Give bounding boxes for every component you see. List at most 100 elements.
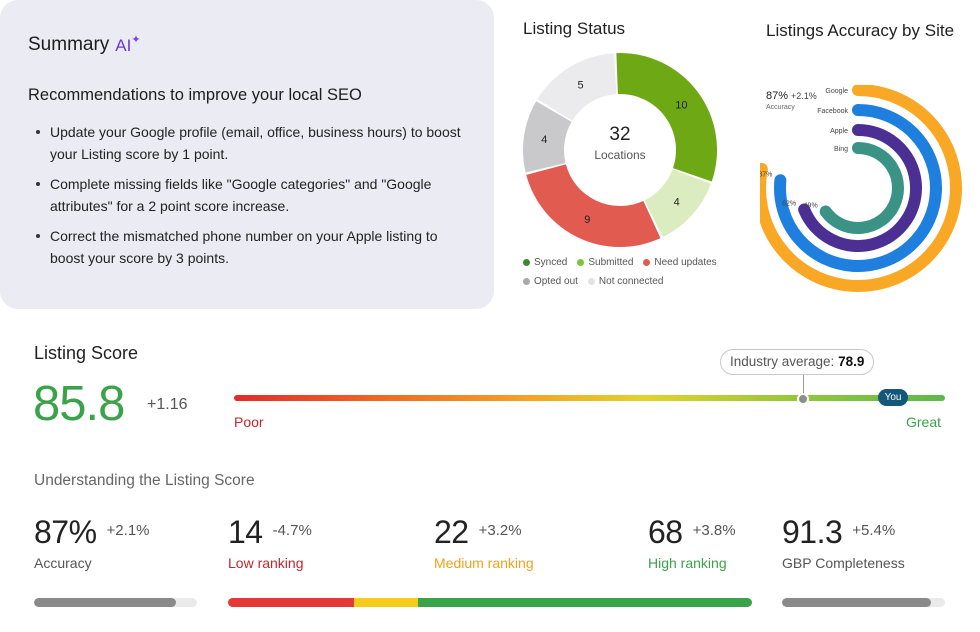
donut-segment-opted-out[interactable] [523, 101, 572, 173]
metric-delta: +5.4% [852, 522, 896, 539]
accuracy-site-label: Bing [834, 146, 848, 153]
metric-label: Medium ranking [434, 555, 534, 571]
accuracy-site-value: 62% [782, 201, 796, 208]
metric-high-ranking: 68 +3.8% High ranking [648, 514, 736, 571]
industry-average-label: Industry average: [730, 354, 835, 369]
metric-delta: +3.2% [478, 522, 522, 539]
donut-center-value: 32 [609, 124, 631, 145]
accuracy-arc-facebook[interactable] [774, 104, 942, 272]
accuracy-by-site-title: Listings Accuracy by Site [766, 21, 955, 40]
accuracy-arc-bing[interactable] [819, 142, 904, 234]
metric-gbp-completeness: 91.3 +5.4% GBP Completeness [782, 514, 905, 571]
legend-dot [577, 259, 585, 266]
accuracy-kpi: 87% +2.1% [766, 90, 817, 102]
ranking-distribution-bar [228, 598, 752, 607]
listing-score-value: 85.8 [33, 377, 125, 431]
metric-accuracy: 87% +2.1% Accuracy [34, 514, 150, 571]
you-marker[interactable]: You [878, 389, 908, 406]
legend-dot [643, 259, 651, 266]
legend-label: Need updates [654, 257, 717, 268]
metric-value: 68 [648, 514, 683, 550]
metric-delta: +3.8% [692, 522, 736, 539]
accuracy-kpi-label: Accuracy [766, 104, 795, 111]
gbp-progress-bar [782, 598, 945, 607]
industry-marker-stem [803, 375, 804, 399]
ai-label: AI [115, 36, 132, 55]
legend-label: Submitted [588, 257, 634, 268]
legend-item-synced: Synced [523, 257, 567, 268]
ranking-segment [417, 598, 752, 607]
metric-label: Low ranking [228, 555, 304, 571]
accuracy-site-value: 87% [760, 171, 772, 178]
ranking-segment [228, 598, 355, 607]
metric-value: 14 [228, 514, 263, 550]
metric-medium-ranking: 22 +3.2% Medium ranking [434, 514, 534, 571]
donut-center-label: Locations [594, 148, 646, 162]
ai-badge: AI✦ [115, 34, 141, 56]
accuracy-site-label: Facebook [817, 108, 848, 115]
summary-card: Summary AI✦ Recommendations to improve y… [0, 0, 494, 309]
metric-label: High ranking [648, 555, 727, 571]
industry-marker [797, 393, 809, 405]
donut-segment-value: 5 [578, 79, 584, 91]
metric-low-ranking: 14 -4.7% Low ranking [228, 514, 312, 571]
accuracy-kpi-delta: +2.1% [791, 91, 817, 101]
legend-item-need-updates: Need updates [643, 257, 717, 268]
accuracy-site-label: Apple [830, 128, 848, 135]
metric-label: Accuracy [34, 555, 92, 571]
legend-item-not-connected: Not connected [587, 276, 664, 287]
donut-segment-value: 9 [584, 214, 590, 226]
metric-label: GBP Completeness [782, 555, 905, 571]
donut-chart: 10 4 9 4 5 [523, 53, 717, 247]
legend-label: Opted out [534, 276, 578, 287]
listing-status-donut: 10 4 9 4 5 32 Locations [520, 50, 720, 250]
industry-average-value: 78.9 [838, 354, 865, 369]
donut-segment-need-updates[interactable] [526, 164, 661, 247]
accuracy-arc-apple[interactable] [798, 124, 922, 252]
accuracy-progress-fill [34, 598, 176, 607]
donut-segment-value: 4 [541, 134, 547, 146]
recommendations-list: Update your Google profile (email, offic… [28, 121, 468, 269]
listing-status-legend: Synced Submitted Need updates Opted out … [523, 257, 733, 287]
donut-segment-value: 10 [675, 99, 687, 111]
industry-average-pill[interactable]: Industry average: 78.9 [720, 349, 875, 375]
metric-delta: -4.7% [272, 522, 312, 539]
legend-dot [587, 278, 595, 285]
recommendations-title: Recommendations to improve your local SE… [28, 86, 362, 104]
legend-item-submitted: Submitted [577, 257, 633, 268]
legend-dot [523, 278, 530, 285]
metric-value: 87% [34, 514, 97, 550]
listing-status-title: Listing Status [523, 19, 626, 38]
recommendation-item: Correct the mismatched phone number on y… [28, 225, 468, 269]
donut-segment-not-connected[interactable] [537, 53, 617, 121]
legend-dot [523, 259, 530, 266]
accuracy-arc-google[interactable] [754, 84, 962, 292]
legend-label: Not connected [598, 276, 664, 287]
accuracy-kpi-value: 87% [766, 90, 789, 102]
legend-item-opted-out: Opted out [523, 276, 578, 287]
poor-label: Poor [234, 414, 264, 430]
accuracy-site-value: 49% [804, 203, 818, 210]
metric-delta: +2.1% [106, 522, 150, 539]
ranking-segment [354, 598, 418, 607]
listing-score-bar [234, 395, 945, 401]
listing-score-title: Listing Score [34, 343, 139, 363]
summary-title: Summary [28, 34, 110, 55]
metric-value: 22 [434, 514, 469, 550]
donut-segment-synced[interactable] [616, 53, 717, 182]
understanding-title: Understanding the Listing Score [34, 472, 255, 489]
accuracy-progress-bar [34, 598, 197, 607]
donut-segment-submitted[interactable] [644, 169, 711, 238]
sparkle-icon: ✦ [131, 34, 141, 46]
listing-score-delta: +1.16 [147, 396, 188, 413]
metric-value: 91.3 [782, 514, 843, 550]
legend-label: Synced [534, 257, 568, 268]
gbp-progress-fill [782, 598, 931, 607]
recommendation-item: Complete missing fields like "Google cat… [28, 173, 468, 217]
accuracy-site-label: Google [825, 88, 848, 95]
recommendation-item: Update your Google profile (email, offic… [28, 121, 468, 165]
great-label: Great [906, 414, 942, 430]
summary-header: Summary AI✦ [28, 34, 468, 56]
